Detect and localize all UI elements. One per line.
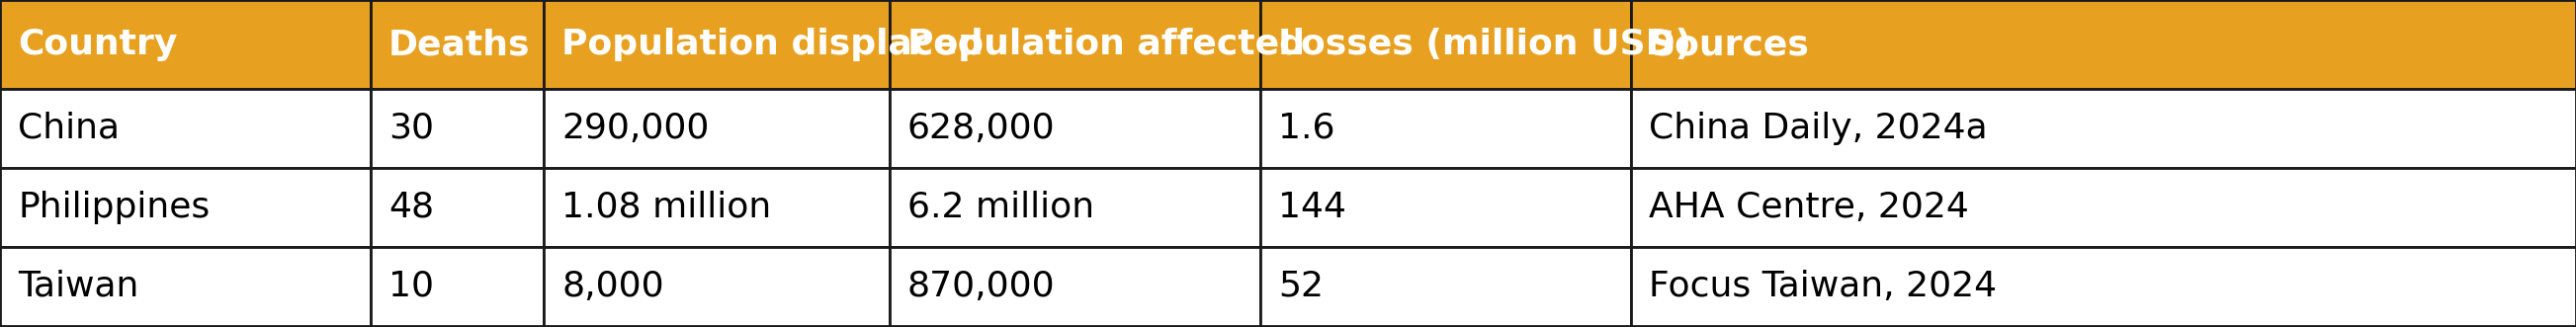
- Bar: [371, 247, 544, 326]
- Text: 1.6: 1.6: [1278, 112, 1334, 145]
- Bar: [544, 0, 889, 89]
- Text: Losses (million USD): Losses (million USD): [1278, 28, 1692, 61]
- Text: China: China: [18, 112, 118, 145]
- Bar: [1631, 168, 2576, 247]
- Bar: [1260, 168, 1631, 247]
- Bar: [544, 168, 889, 247]
- Text: Focus Taiwan, 2024: Focus Taiwan, 2024: [1649, 270, 1996, 303]
- Bar: [544, 89, 889, 168]
- Bar: [889, 168, 1260, 247]
- Text: 628,000: 628,000: [907, 112, 1056, 145]
- Text: Population affected: Population affected: [907, 28, 1306, 61]
- Bar: [371, 89, 544, 168]
- Text: Taiwan: Taiwan: [18, 270, 139, 303]
- Text: Country: Country: [18, 28, 178, 61]
- Text: Population displaced: Population displaced: [562, 28, 984, 61]
- Text: Deaths: Deaths: [389, 28, 531, 61]
- Bar: [0, 0, 371, 89]
- Text: Sources: Sources: [1649, 28, 1808, 61]
- Text: 48: 48: [389, 191, 435, 224]
- Text: 290,000: 290,000: [562, 112, 708, 145]
- Bar: [1260, 0, 1631, 89]
- Text: Philippines: Philippines: [18, 191, 209, 224]
- Bar: [1631, 89, 2576, 168]
- Text: 6.2 million: 6.2 million: [907, 191, 1095, 224]
- Text: 10: 10: [389, 270, 433, 303]
- Text: 30: 30: [389, 112, 433, 145]
- Text: China Daily, 2024a: China Daily, 2024a: [1649, 112, 1989, 145]
- Bar: [371, 168, 544, 247]
- Bar: [0, 89, 371, 168]
- Bar: [1631, 247, 2576, 326]
- Text: 1.08 million: 1.08 million: [562, 191, 770, 224]
- Bar: [1260, 247, 1631, 326]
- Bar: [889, 0, 1260, 89]
- Text: AHA Centre, 2024: AHA Centre, 2024: [1649, 191, 1968, 224]
- Bar: [0, 247, 371, 326]
- Bar: [889, 89, 1260, 168]
- Bar: [889, 247, 1260, 326]
- Bar: [0, 168, 371, 247]
- Bar: [371, 0, 544, 89]
- Bar: [544, 247, 889, 326]
- Text: 8,000: 8,000: [562, 270, 665, 303]
- Text: 144: 144: [1278, 191, 1347, 224]
- Bar: [1631, 0, 2576, 89]
- Text: 870,000: 870,000: [907, 270, 1056, 303]
- Bar: [1260, 89, 1631, 168]
- Text: 52: 52: [1278, 270, 1324, 303]
